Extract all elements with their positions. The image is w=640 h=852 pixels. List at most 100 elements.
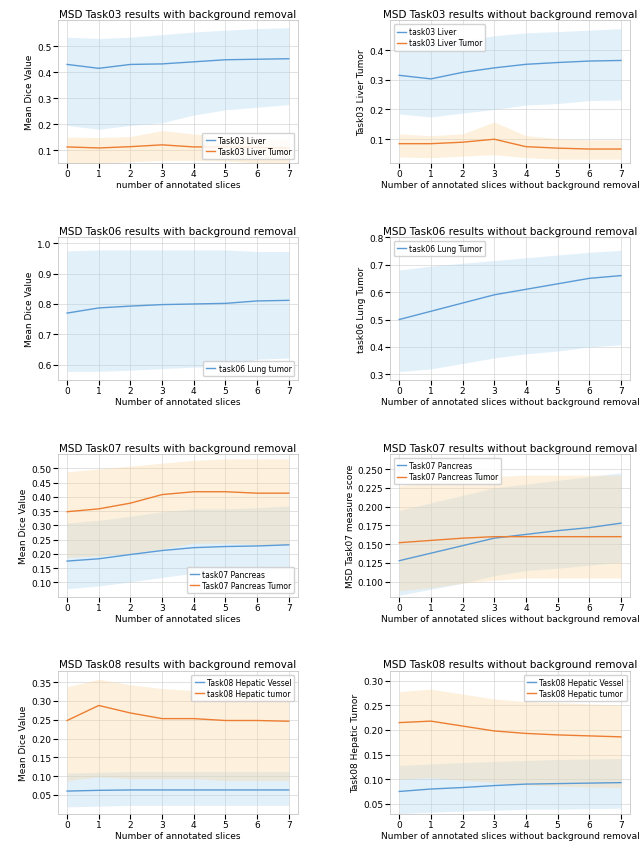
task08 Hepatic tumor xyxy=(158,714,166,724)
Line: Task07 Pancreas Tumor: Task07 Pancreas Tumor xyxy=(67,492,289,512)
Y-axis label: Mean Dice Value: Mean Dice Value xyxy=(19,488,28,563)
Task07 Pancreas Tumor xyxy=(427,536,435,546)
task08 Hepatic tumor xyxy=(253,716,261,726)
Legend: task06 Lung Tumor: task06 Lung Tumor xyxy=(394,242,485,256)
Task08 Hepatic Vessel xyxy=(617,778,625,788)
Legend: task03 Liver, task03 Liver Tumor: task03 Liver, task03 Liver Tumor xyxy=(394,25,485,51)
Task08 Hepatic Vessel xyxy=(253,785,261,795)
task03 Liver xyxy=(522,60,530,71)
Line: task03 Liver: task03 Liver xyxy=(399,61,621,80)
Line: Task08 Hepatic Vessel: Task08 Hepatic Vessel xyxy=(67,790,289,792)
task03 Liver Tumor xyxy=(396,140,403,150)
Task08 Hepatic Vessel xyxy=(490,780,498,791)
task07 Pancreas xyxy=(253,541,261,551)
task06 Lung tumor xyxy=(190,300,198,310)
task03 Liver Tumor xyxy=(617,145,625,155)
Task07 Pancreas xyxy=(554,526,561,536)
Task08 Hepatic Vessel xyxy=(190,785,198,795)
Line: Task08 Hepatic tumor: Task08 Hepatic tumor xyxy=(399,722,621,737)
Task03 Liver xyxy=(221,55,229,66)
task06 Lung tumor xyxy=(95,303,102,314)
Task07 Pancreas xyxy=(459,541,467,551)
task08 Hepatic tumor xyxy=(95,700,102,711)
Task07 Pancreas xyxy=(617,518,625,528)
Task07 Pancreas Tumor xyxy=(554,532,561,542)
Task07 Pancreas Tumor xyxy=(190,487,198,498)
X-axis label: Number of annotated slices without background removal: Number of annotated slices without backg… xyxy=(381,831,639,840)
Y-axis label: task06 Lung Tumor: task06 Lung Tumor xyxy=(357,266,366,352)
Task08 Hepatic Vessel xyxy=(95,786,102,796)
X-axis label: Number of annotated slices without background removal: Number of annotated slices without backg… xyxy=(381,181,639,190)
task06 Lung Tumor xyxy=(396,315,403,325)
Task07 Pancreas Tumor xyxy=(490,532,498,542)
task06 Lung Tumor xyxy=(617,271,625,281)
Task03 Liver xyxy=(63,60,71,71)
task07 Pancreas xyxy=(190,543,198,553)
Task08 Hepatic tumor xyxy=(586,731,593,741)
Y-axis label: Task08 Hepatic Tumor: Task08 Hepatic Tumor xyxy=(351,693,360,792)
Task03 Liver xyxy=(127,60,134,71)
Task07 Pancreas Tumor xyxy=(285,488,292,498)
Task07 Pancreas Tumor xyxy=(522,532,530,542)
Task03 Liver Tumor xyxy=(253,143,261,153)
task03 Liver Tumor xyxy=(427,140,435,150)
task03 Liver xyxy=(490,64,498,74)
Line: Task07 Pancreas: Task07 Pancreas xyxy=(399,523,621,561)
Task08 Hepatic tumor xyxy=(459,721,467,731)
Task07 Pancreas xyxy=(586,523,593,533)
Task03 Liver Tumor xyxy=(158,141,166,151)
Line: Task07 Pancreas Tumor: Task07 Pancreas Tumor xyxy=(399,537,621,543)
task07 Pancreas xyxy=(63,556,71,567)
task06 Lung Tumor xyxy=(522,285,530,295)
Task08 Hepatic Vessel xyxy=(522,779,530,789)
Task07 Pancreas xyxy=(490,533,498,544)
Task08 Hepatic Vessel xyxy=(554,779,561,789)
task06 Lung tumor xyxy=(221,299,229,309)
Task07 Pancreas Tumor xyxy=(396,538,403,548)
Line: Task03 Liver Tumor: Task03 Liver Tumor xyxy=(67,146,289,149)
Line: Task03 Liver: Task03 Liver xyxy=(67,60,289,69)
task06 Lung Tumor xyxy=(554,279,561,290)
Task08 Hepatic Vessel xyxy=(127,785,134,795)
Task03 Liver xyxy=(285,55,292,65)
Task03 Liver Tumor xyxy=(190,142,198,153)
Task08 Hepatic Vessel xyxy=(63,786,71,797)
Task08 Hepatic Vessel xyxy=(396,786,403,797)
task03 Liver xyxy=(586,57,593,67)
Line: task06 Lung Tumor: task06 Lung Tumor xyxy=(399,276,621,320)
Task07 Pancreas Tumor xyxy=(617,532,625,542)
task06 Lung tumor xyxy=(285,296,292,306)
Y-axis label: Mean Dice Value: Mean Dice Value xyxy=(19,705,28,780)
Legend: Task08 Hepatic Vessel, task08 Hepatic tumor: Task08 Hepatic Vessel, task08 Hepatic tu… xyxy=(191,675,294,701)
Task07 Pancreas Tumor xyxy=(253,488,261,498)
Task07 Pancreas Tumor xyxy=(63,507,71,517)
task03 Liver Tumor xyxy=(554,144,561,154)
task07 Pancreas xyxy=(127,550,134,560)
Task07 Pancreas Tumor xyxy=(158,490,166,500)
Task03 Liver Tumor xyxy=(63,142,71,153)
Title: MSD Task03 results without background removal: MSD Task03 results without background re… xyxy=(383,10,637,20)
Y-axis label: MSD Task07 measure score: MSD Task07 measure score xyxy=(346,464,355,587)
Task08 Hepatic Vessel xyxy=(459,782,467,792)
task08 Hepatic tumor xyxy=(285,717,292,727)
Task07 Pancreas xyxy=(427,549,435,559)
Title: MSD Task03 results with background removal: MSD Task03 results with background remov… xyxy=(60,10,296,20)
X-axis label: Number of annotated slices without background removal: Number of annotated slices without backg… xyxy=(381,398,639,406)
X-axis label: Number of annotated slices: Number of annotated slices xyxy=(115,831,241,840)
Legend: Task08 Hepatic Vessel, Task08 Hepatic tumor: Task08 Hepatic Vessel, Task08 Hepatic tu… xyxy=(524,675,627,701)
Title: MSD Task06 results with background removal: MSD Task06 results with background remov… xyxy=(60,227,296,237)
task08 Hepatic tumor xyxy=(221,716,229,726)
Task07 Pancreas Tumor xyxy=(221,487,229,498)
Task03 Liver xyxy=(95,64,102,74)
Title: MSD Task08 results with background removal: MSD Task08 results with background remov… xyxy=(60,659,296,670)
Task03 Liver Tumor xyxy=(285,144,292,154)
task08 Hepatic tumor xyxy=(190,714,198,724)
task07 Pancreas xyxy=(221,542,229,552)
Line: task06 Lung tumor: task06 Lung tumor xyxy=(67,301,289,314)
Task07 Pancreas Tumor xyxy=(459,533,467,544)
Task07 Pancreas Tumor xyxy=(127,498,134,509)
Task08 Hepatic Vessel xyxy=(158,785,166,795)
Task08 Hepatic Vessel xyxy=(285,785,292,795)
task06 Lung Tumor xyxy=(490,291,498,301)
Task07 Pancreas xyxy=(522,530,530,540)
